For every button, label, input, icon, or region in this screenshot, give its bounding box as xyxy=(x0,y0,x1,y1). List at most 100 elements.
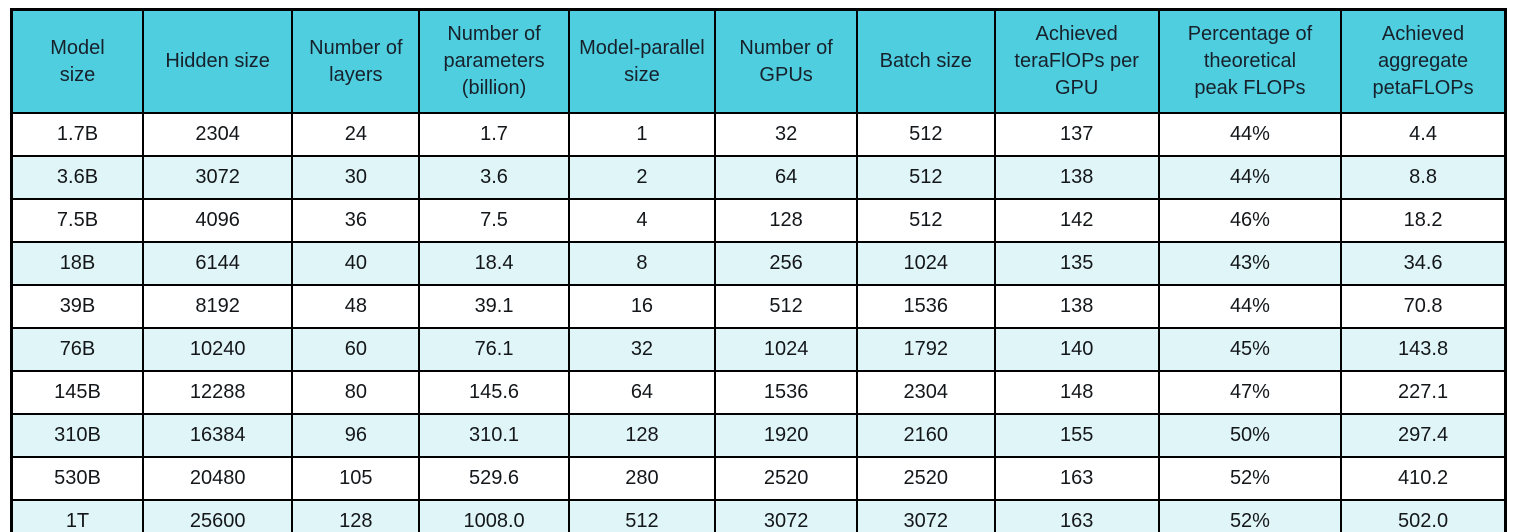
table-row: 76B 10240 60 76.1 32 1024 1792 140 45% 143.8 xyxy=(10,327,1507,372)
table-cell: 155 xyxy=(993,413,1160,458)
table-cell: 34.6 xyxy=(1340,241,1507,286)
table-cell: 76.1 xyxy=(418,327,570,372)
table-cell: 142 xyxy=(993,198,1160,243)
table-cell: 3072 xyxy=(856,499,996,532)
table-cell: 43% xyxy=(1157,241,1343,286)
column-header: Number of layers xyxy=(291,8,421,114)
table-cell: 7.5B xyxy=(10,198,144,243)
table-cell: 512 xyxy=(856,155,996,200)
table-cell: 30 xyxy=(291,155,421,200)
table-cell: 48 xyxy=(291,284,421,329)
column-header: Number of GPUs xyxy=(714,8,859,114)
table-cell: 2520 xyxy=(714,456,859,501)
table-cell: 310B xyxy=(10,413,144,458)
table-cell: 18.4 xyxy=(418,241,570,286)
table-cell: 24 xyxy=(291,112,421,157)
table-body: 1.7B 2304 24 1.7 1 32 512 137 44% 4.4 3.6B 3072 30 3.… xyxy=(10,112,1507,532)
table-cell: 2304 xyxy=(141,112,294,157)
table-cell: 138 xyxy=(993,155,1160,200)
column-header: Number of parameters (billion) xyxy=(418,8,570,114)
table-cell: 52% xyxy=(1157,499,1343,532)
table-cell: 64 xyxy=(567,370,717,415)
table-cell: 1.7B xyxy=(10,112,144,157)
table-cell: 512 xyxy=(856,198,996,243)
table-cell: 145B xyxy=(10,370,144,415)
table-cell: 2160 xyxy=(856,413,996,458)
table-cell: 2304 xyxy=(856,370,996,415)
table-cell: 7.5 xyxy=(418,198,570,243)
table-cell: 128 xyxy=(291,499,421,532)
table-cell: 3072 xyxy=(141,155,294,200)
table-cell: 1536 xyxy=(856,284,996,329)
table-cell: 6144 xyxy=(141,241,294,286)
table-cell: 227.1 xyxy=(1340,370,1507,415)
table-cell: 297.4 xyxy=(1340,413,1507,458)
header-row: Model size Hidden size Number of layers Num… xyxy=(10,8,1507,114)
model-performance-table: Model size Hidden size Number of layers Num… xyxy=(10,8,1507,532)
table-cell: 3.6B xyxy=(10,155,144,200)
table-cell: 12288 xyxy=(141,370,294,415)
table-cell: 76B xyxy=(10,327,144,372)
table-cell: 3072 xyxy=(714,499,859,532)
table-row: 1.7B 2304 24 1.7 1 32 512 137 44% 4.4 xyxy=(10,112,1507,157)
table-cell: 45% xyxy=(1157,327,1343,372)
table-cell: 8192 xyxy=(141,284,294,329)
table-cell: 137 xyxy=(993,112,1160,157)
table-cell: 1 xyxy=(567,112,717,157)
table-cell: 96 xyxy=(291,413,421,458)
table-cell: 3.6 xyxy=(418,155,570,200)
table-cell: 140 xyxy=(993,327,1160,372)
table-cell: 46% xyxy=(1157,198,1343,243)
table-cell: 8.8 xyxy=(1340,155,1507,200)
table-cell: 530B xyxy=(10,456,144,501)
table-cell: 310.1 xyxy=(418,413,570,458)
table-cell: 39.1 xyxy=(418,284,570,329)
table-cell: 64 xyxy=(714,155,859,200)
table-cell: 280 xyxy=(567,456,717,501)
table-cell: 256 xyxy=(714,241,859,286)
table-cell: 1792 xyxy=(856,327,996,372)
table-cell: 20480 xyxy=(141,456,294,501)
table-cell: 1.7 xyxy=(418,112,570,157)
table-cell: 1536 xyxy=(714,370,859,415)
table-cell: 105 xyxy=(291,456,421,501)
column-header: Hidden size xyxy=(141,8,294,114)
table-cell: 44% xyxy=(1157,112,1343,157)
column-header: Achieved aggregate petaFLOPs xyxy=(1340,8,1507,114)
table-cell: 80 xyxy=(291,370,421,415)
table-cell: 8 xyxy=(567,241,717,286)
table-cell: 70.8 xyxy=(1340,284,1507,329)
table-cell: 512 xyxy=(714,284,859,329)
table-cell: 138 xyxy=(993,284,1160,329)
table-cell: 60 xyxy=(291,327,421,372)
table-cell: 4.4 xyxy=(1340,112,1507,157)
table-cell: 40 xyxy=(291,241,421,286)
table-row: 7.5B 4096 36 7.5 4 128 512 142 46% 18.2 xyxy=(10,198,1507,243)
table-cell: 39B xyxy=(10,284,144,329)
table-cell: 18.2 xyxy=(1340,198,1507,243)
column-header: Model size xyxy=(10,8,144,114)
table-cell: 18B xyxy=(10,241,144,286)
table-cell: 143.8 xyxy=(1340,327,1507,372)
table-cell: 50% xyxy=(1157,413,1343,458)
table-cell: 4096 xyxy=(141,198,294,243)
table-cell: 10240 xyxy=(141,327,294,372)
table-cell: 2520 xyxy=(856,456,996,501)
table-cell: 145.6 xyxy=(418,370,570,415)
table-cell: 44% xyxy=(1157,155,1343,200)
table-cell: 128 xyxy=(567,413,717,458)
table-cell: 47% xyxy=(1157,370,1343,415)
table-row: 310B 16384 96 310.1 128 1920 2160 155 50% 297.4 xyxy=(10,413,1507,458)
column-header: Model-parallel size xyxy=(567,8,717,114)
table-cell: 32 xyxy=(714,112,859,157)
table-cell: 44% xyxy=(1157,284,1343,329)
table-row: 39B 8192 48 39.1 16 512 1536 138 44% 70.8 xyxy=(10,284,1507,329)
table-cell: 410.2 xyxy=(1340,456,1507,501)
table-cell: 1024 xyxy=(856,241,996,286)
table-row: 530B 20480 105 529.6 280 2520 2520 163 52% 410.2 xyxy=(10,456,1507,501)
table-cell: 512 xyxy=(856,112,996,157)
table-row: 1T 25600 128 1008.0 512 3072 3072 163 52% 502.0 xyxy=(10,499,1507,532)
table-cell: 2 xyxy=(567,155,717,200)
table-row: 3.6B 3072 30 3.6 2 64 512 138 44% 8.8 xyxy=(10,155,1507,200)
table-cell: 52% xyxy=(1157,456,1343,501)
